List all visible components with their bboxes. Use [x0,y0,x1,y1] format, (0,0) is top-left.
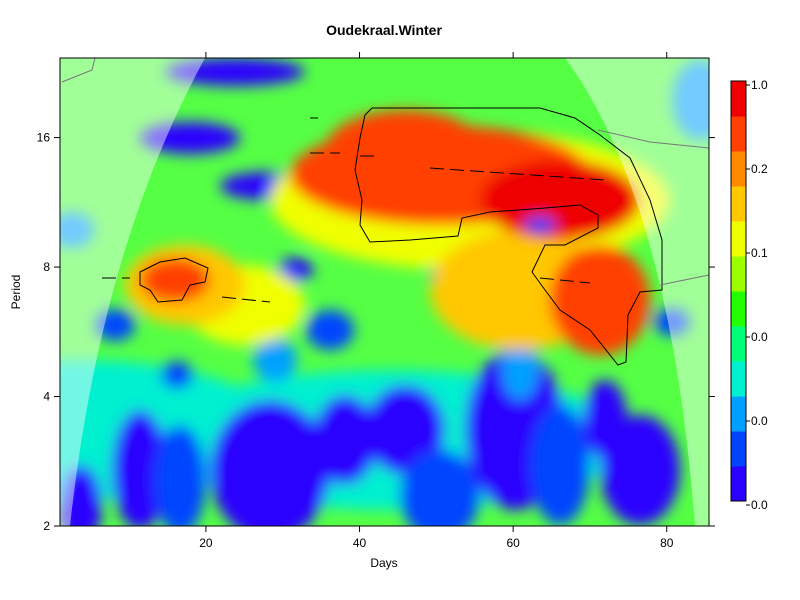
legend-label: 0.0 [751,330,768,344]
ridge-line [102,117,606,303]
power-region [524,217,556,233]
y-tick-label: 4 [43,390,50,404]
power-region [672,60,709,140]
legend-frame [730,80,747,502]
power-region [600,415,680,525]
x-tick-label: 20 [199,536,213,550]
legend-swatch [731,431,746,467]
x-axis: 20 40 60 80 [199,52,674,550]
x-tick-label: 60 [506,536,520,550]
legend-label: 0.0 [751,414,768,428]
legend-swatch [731,291,746,327]
power-region [550,245,650,355]
y-axis-label: Period [9,275,23,310]
legend-swatch [731,256,746,292]
significance-contour [597,129,709,149]
y-tick-label: 16 [37,131,51,145]
power-region [502,340,538,400]
power-region [161,361,193,389]
legend-label: 0.1 [751,246,768,260]
power-region [313,395,377,485]
power-region [400,450,480,526]
legend-label: 1.0 [751,78,768,92]
legend-swatch [731,221,746,257]
significance-contour [139,257,209,303]
significance-contour [354,107,663,366]
significance-contour [659,274,709,286]
legend-swatch [731,466,746,502]
power-region [306,310,354,350]
significance-contours [61,58,709,366]
power-field [60,58,709,526]
x-axis-label: Days [370,556,397,570]
power-region [140,122,240,154]
power-region [480,160,640,240]
x-tick-label: 40 [353,536,367,550]
power-region [165,58,305,86]
color-legend: 1.0 0.2 0.1 0.0 0.0 0.0 [730,78,768,512]
power-region [60,212,94,248]
power-region [530,405,590,525]
legend-swatch [731,326,746,362]
y-tick-label: 8 [43,260,50,274]
legend-swatch [731,186,746,222]
power-region [253,338,297,382]
legend-label: 0.0 [751,498,768,512]
legend-swatch [731,361,746,397]
power-region [654,308,690,336]
legend-swatch [731,81,746,117]
cone-of-influence-left [60,58,205,526]
chart-title: Oudekraal.Winter [326,22,442,38]
y-tick-label: 2 [43,519,50,533]
cone-of-influence-right [565,58,709,526]
power-region [210,400,330,526]
power-region [325,110,485,190]
power-region [365,385,445,475]
power-region [140,258,210,302]
power-region [95,309,135,341]
power-region [60,465,102,526]
power-region [112,410,168,526]
legend-swatch [731,151,746,187]
heatmap-area [60,58,709,526]
power-region [154,425,206,526]
y-axis: 2 4 8 16 [37,131,715,533]
plot-frame [59,57,710,527]
significance-contour [61,58,96,83]
x-tick-label: 80 [660,536,674,550]
legend-swatch [731,116,746,152]
legend-swatch [731,396,746,432]
legend-label: 0.2 [751,162,768,176]
